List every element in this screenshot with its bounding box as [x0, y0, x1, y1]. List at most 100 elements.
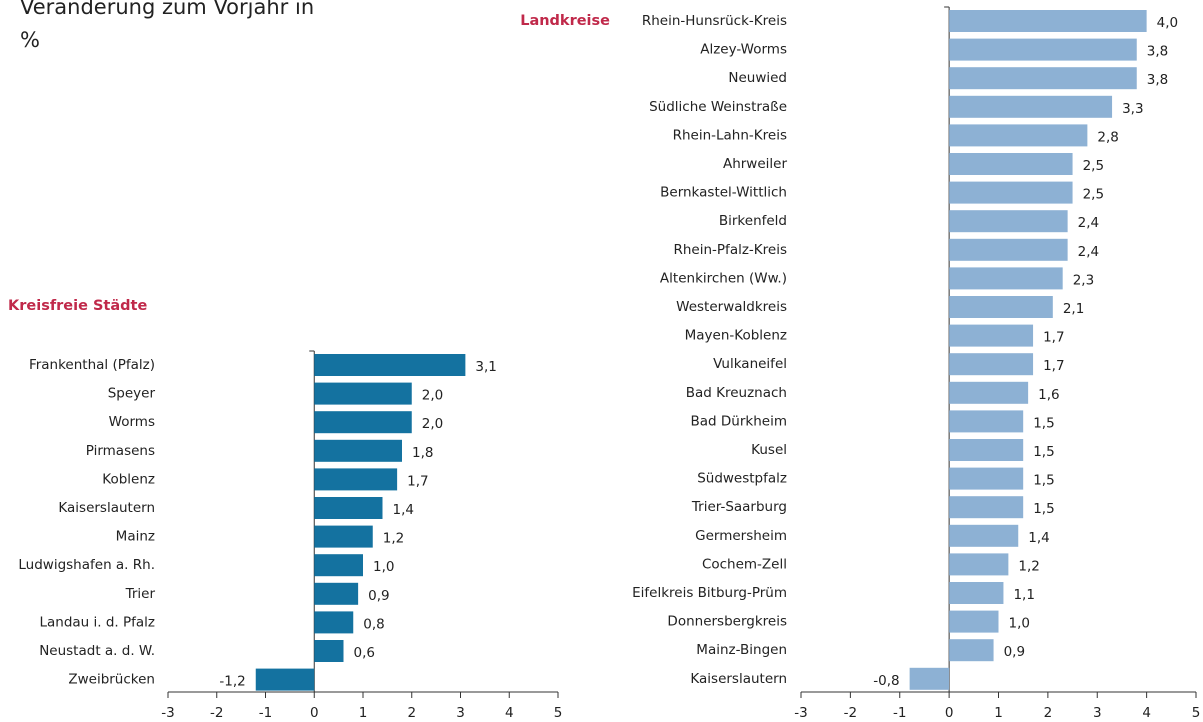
bar — [949, 296, 1053, 318]
section-title: Landkreise — [520, 13, 610, 29]
bar — [949, 153, 1073, 175]
bar — [314, 354, 466, 376]
value-label: 1,5 — [1033, 473, 1054, 489]
value-label: 1,7 — [1043, 330, 1064, 346]
value-label: 1,5 — [1033, 415, 1054, 431]
category-label: Kusel — [751, 442, 787, 458]
value-label: 1,5 — [1033, 501, 1054, 517]
value-label: 4,0 — [1157, 15, 1178, 31]
x-tick-label: -1 — [893, 705, 906, 721]
category-label: Koblenz — [102, 471, 155, 487]
bar — [949, 10, 1147, 32]
bar — [314, 582, 359, 605]
x-tick-label: -1 — [259, 705, 272, 721]
category-label: Alzey-Worms — [700, 42, 787, 58]
value-label: 0,9 — [1004, 644, 1025, 660]
category-label: Rhein-Hunsrück-Kreis — [642, 13, 787, 29]
x-tick-label: 0 — [310, 705, 319, 721]
category-label: Pirmasens — [86, 443, 155, 459]
bar — [909, 667, 950, 690]
value-label: 1,7 — [407, 473, 428, 489]
bar — [949, 610, 999, 633]
category-label: Zweibrücken — [68, 672, 155, 688]
value-label: 3,8 — [1147, 72, 1168, 88]
category-label: Germersheim — [695, 528, 787, 544]
bar — [314, 468, 398, 491]
category-label: Mainz — [116, 529, 155, 545]
category-label: Kaiserslautern — [58, 500, 155, 516]
value-label: 1,2 — [383, 531, 404, 547]
value-label: 2,8 — [1097, 129, 1118, 145]
category-label: Vulkaneifel — [713, 356, 787, 372]
x-tick-label: -2 — [210, 705, 223, 721]
value-label: 2,4 — [1078, 215, 1099, 231]
value-label: 2,5 — [1083, 158, 1104, 174]
value-label: -1,2 — [219, 674, 245, 690]
category-label: Mayen-Koblenz — [685, 328, 787, 344]
category-label: Westerwaldkreis — [676, 299, 787, 315]
category-label: Trier-Saarburg — [691, 499, 787, 515]
category-label: Bernkastel-Wittlich — [660, 185, 787, 201]
bar — [949, 496, 1024, 519]
x-tick-label: 5 — [1192, 705, 1201, 721]
bar — [255, 668, 315, 691]
value-label: 1,2 — [1018, 558, 1039, 574]
bar — [949, 210, 1068, 233]
bar — [949, 639, 994, 662]
category-label: Eifelkreis Bitburg-Prüm — [632, 585, 787, 601]
bar — [949, 95, 1113, 118]
category-label: Altenkirchen (Ww.) — [660, 270, 787, 286]
value-label: 3,1 — [475, 359, 496, 375]
page-title: Veränderung zum Vorjahr in % — [20, 0, 315, 52]
bar — [949, 467, 1024, 490]
bar — [949, 124, 1088, 147]
bar — [314, 554, 363, 577]
category-label: Mainz-Bingen — [696, 642, 787, 658]
bar — [314, 439, 402, 462]
category-label: Ludwigshafen a. Rh. — [18, 557, 155, 573]
category-label: Landau i. d. Pfalz — [39, 614, 155, 630]
category-label: Rhein-Pfalz-Kreis — [674, 242, 788, 258]
value-label: 1,6 — [1038, 387, 1059, 403]
x-tick-label: 3 — [1093, 705, 1102, 721]
category-label: Cochem-Zell — [702, 556, 787, 572]
category-label: Bad Kreuznach — [686, 385, 787, 401]
value-label: 2,1 — [1063, 301, 1084, 317]
x-tick-label: 0 — [945, 705, 954, 721]
category-label: Neuwied — [728, 70, 787, 86]
value-label: 1,4 — [393, 502, 414, 518]
category-label: Birkenfeld — [719, 213, 787, 229]
value-label: 1,0 — [1009, 616, 1030, 632]
category-label: Südwestpfalz — [697, 471, 787, 487]
value-label: 2,0 — [422, 388, 443, 404]
value-label: 1,4 — [1028, 530, 1049, 546]
value-label: 1,7 — [1043, 358, 1064, 374]
x-tick-label: 1 — [994, 705, 1003, 721]
value-label: 0,8 — [363, 616, 384, 632]
value-label: 1,5 — [1033, 444, 1054, 460]
category-label: Südliche Weinstraße — [649, 99, 787, 115]
value-label: 0,9 — [368, 588, 389, 604]
x-tick-label: -3 — [794, 705, 807, 721]
value-label: 2,0 — [422, 416, 443, 432]
category-label: Donnersbergkreis — [667, 614, 787, 630]
bar — [949, 181, 1073, 204]
category-label: Ahrweiler — [723, 156, 787, 172]
bar — [949, 238, 1068, 261]
x-tick-label: 4 — [505, 705, 514, 721]
bar — [949, 38, 1137, 61]
bar — [949, 553, 1009, 576]
value-label: 2,5 — [1083, 187, 1104, 203]
value-label: 1,8 — [412, 445, 433, 461]
value-label: 1,0 — [373, 559, 394, 575]
category-label: Kaiserslautern — [690, 671, 787, 687]
bar — [314, 382, 412, 405]
x-tick-label: -3 — [161, 705, 174, 721]
x-tick-label: 1 — [359, 705, 368, 721]
bar — [949, 381, 1029, 404]
category-label: Neustadt a. d. W. — [39, 643, 155, 659]
bar — [314, 611, 354, 634]
bar — [314, 497, 383, 519]
